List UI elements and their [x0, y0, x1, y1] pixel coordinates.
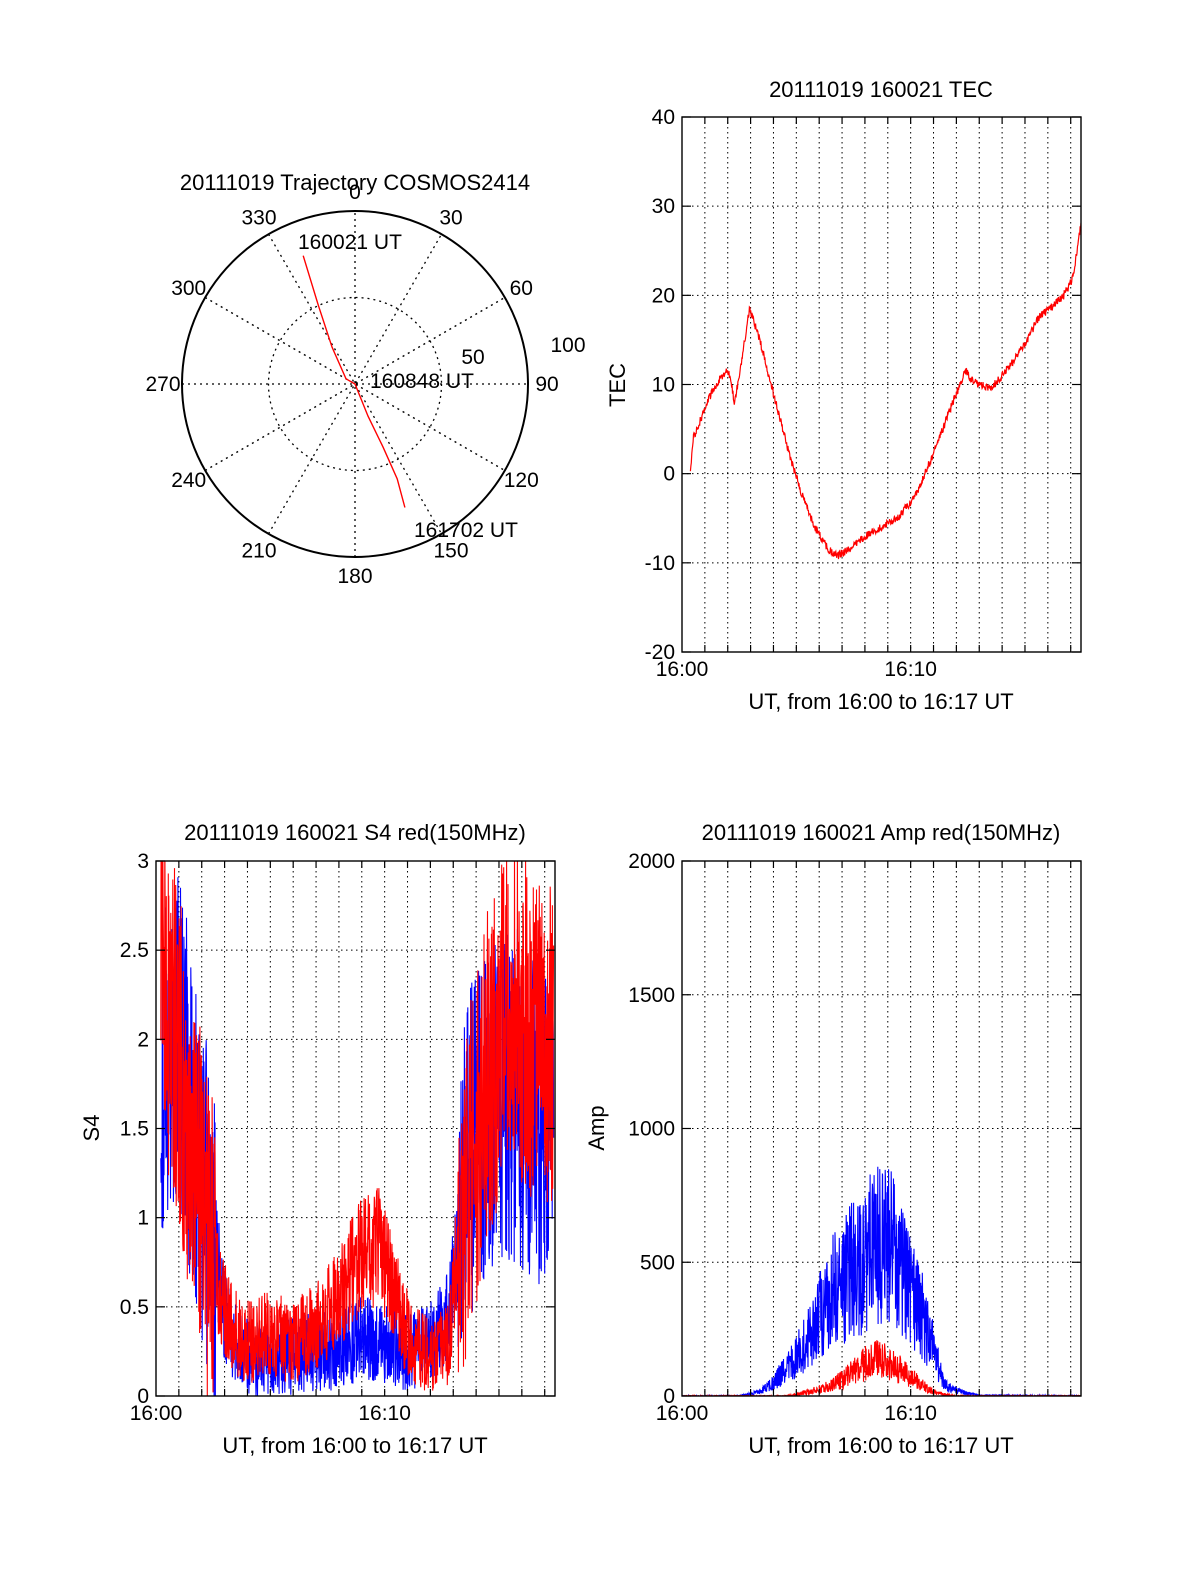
amp-ytick-label-0: 0 — [663, 1385, 675, 1408]
s4-xtick-label-1: 16:10 — [358, 1402, 411, 1425]
tec-xtick-label-1: 16:10 — [884, 658, 937, 681]
polar-radial-label-50: 50 — [461, 346, 484, 369]
s4-ytick-label-3: 1.5 — [120, 1118, 149, 1141]
s4-y-axis-label: S4 — [79, 1115, 104, 1142]
s4-xtick-label-0: 16:00 — [130, 1402, 183, 1425]
tec-ytick-label-4: 20 — [652, 284, 675, 307]
tec-ytick-label-6: 40 — [652, 106, 675, 129]
polar-outer-ring — [181, 210, 529, 558]
polar-grid-spoke-30 — [267, 233, 443, 535]
polar-angle-label-0: 0 — [349, 181, 361, 204]
polar-angle-label-330: 330 — [241, 207, 276, 230]
amp-xtick-label-1: 16:10 — [884, 1402, 937, 1425]
polar-grid-spoke-60 — [204, 296, 506, 472]
tec-chart: 20111019 160021 TEC UT, from 16:00 to 16… — [605, 77, 1082, 714]
s4-ytick-label-0: 0 — [137, 1385, 149, 1408]
polar-angle-label-300: 300 — [171, 277, 206, 300]
polar-grid-spoke-120 — [204, 296, 506, 472]
tec-ytick-label-3: 10 — [652, 374, 675, 397]
polar-grid — [182, 211, 528, 557]
s4-ytick-label-1: 0.5 — [120, 1296, 149, 1319]
polar-angle-label-30: 30 — [439, 207, 462, 230]
s4-ytick-label-2: 1 — [137, 1207, 149, 1230]
s4-title: 20111019 160021 S4 red(150MHz) — [184, 820, 526, 845]
s4-ytick-label-6: 3 — [137, 850, 149, 873]
polar-angle-label-60: 60 — [510, 277, 533, 300]
trajectory-series-line — [302, 255, 406, 508]
tec-series-0-line — [689, 222, 1081, 560]
trajectory-annotation-mid: 160848 UT — [370, 370, 474, 393]
trajectory-annotation-start: 160021 UT — [298, 231, 402, 254]
tec-ytick-label-1: -10 — [645, 552, 675, 575]
s4-chart: 20111019 160021 S4 red(150MHz) UT, from … — [79, 820, 556, 1458]
polar-angle-label-150: 150 — [433, 539, 468, 562]
polar-angle-label-180: 180 — [337, 565, 372, 588]
amp-series-1-line — [682, 1340, 1081, 1396]
amp-ytick-label-1: 500 — [640, 1251, 675, 1274]
polar-angle-label-270: 270 — [145, 373, 180, 396]
tec-plot-frame — [681, 116, 1082, 653]
amp-ytick-label-4: 2000 — [628, 850, 675, 873]
polar-angle-label-120: 120 — [504, 469, 539, 492]
amp-ytick-label-3: 1500 — [628, 984, 675, 1007]
tec-xtick-label-0: 16:00 — [656, 658, 709, 681]
amp-x-axis-label: UT, from 16:00 to 16:17 UT — [748, 1433, 1013, 1458]
amp-y-axis-label: Amp — [584, 1105, 609, 1150]
tec-ytick-label-2: 0 — [663, 463, 675, 486]
polar-angle-label-240: 240 — [171, 469, 206, 492]
tec-x-axis-label: UT, from 16:00 to 16:17 UT — [748, 689, 1013, 714]
polar-grid-spoke-150 — [267, 233, 443, 535]
s4-x-axis-label: UT, from 16:00 to 16:17 UT — [222, 1433, 487, 1458]
trajectory-annotation-end: 161702 UT — [414, 519, 518, 542]
tec-ytick-label-0: -20 — [645, 641, 675, 664]
polar-angle-label-90: 90 — [535, 373, 558, 396]
polar-angle-label-210: 210 — [241, 539, 276, 562]
tec-y-axis-label: TEC — [605, 363, 630, 407]
amp-series-0-line — [682, 1166, 1081, 1396]
s4-series-1-line — [160, 861, 555, 1396]
s4-ytick-label-5: 2.5 — [120, 939, 149, 962]
amp-chart: 20111019 160021 Amp red(150MHz) UT, from… — [584, 820, 1082, 1458]
amp-xtick-label-0: 16:00 — [656, 1402, 709, 1425]
tec-ytick-label-5: 30 — [652, 195, 675, 218]
amp-title: 20111019 160021 Amp red(150MHz) — [702, 820, 1061, 845]
amp-ytick-label-2: 1000 — [628, 1118, 675, 1141]
s4-ytick-label-4: 2 — [137, 1028, 149, 1051]
trajectory-chart: 20111019 Trajectory COSMOS2414 0 30 60 90 12… — [145, 170, 585, 588]
tec-title: 20111019 160021 TEC — [769, 77, 993, 102]
trajectory-title: 20111019 Trajectory COSMOS2414 — [180, 170, 530, 195]
polar-radial-label-100: 100 — [550, 334, 585, 357]
